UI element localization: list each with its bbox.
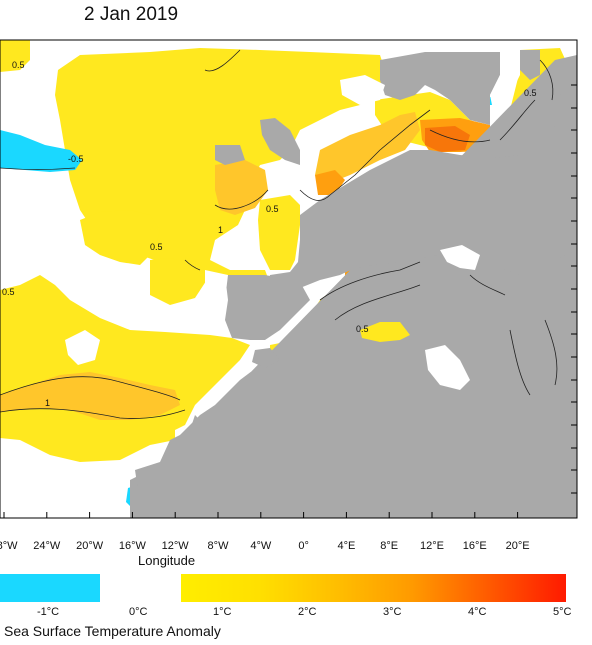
x-tick-label: 28°W: [0, 540, 18, 552]
colorbar-segment: [0, 574, 100, 602]
colorbar: [0, 574, 566, 602]
colorbar-label: -1°C: [37, 606, 60, 618]
x-tick-label: 24°W: [33, 540, 61, 552]
colorbar-label: 5°C: [553, 606, 572, 618]
colorbar-segment: [181, 574, 566, 602]
x-axis: 28°W 24°W 20°W 16°W 12°W 8°W 4°W 0° 4°E 8°E 12°E 16…: [0, 512, 530, 552]
x-tick-label: 20°W: [76, 540, 104, 552]
contour-label: 0.5: [150, 242, 163, 252]
contour-label: 1: [218, 225, 223, 235]
map-canvas: 0.5 -0.5 0.5 1 0.5 0.5 1 0.5 0.5: [0, 40, 577, 518]
colorbar-label: 0°C: [129, 606, 148, 618]
contour-label: 1: [45, 398, 50, 408]
contour-label: 0.5: [12, 60, 25, 70]
x-tick-label: 20°E: [506, 540, 530, 552]
x-tick-label: 8°W: [208, 540, 230, 552]
y-ticks-right: [571, 84, 577, 494]
x-tick-label: 0°: [298, 540, 309, 552]
x-tick-label: 16°W: [119, 540, 147, 552]
map-title: 2 Jan 2019: [84, 4, 179, 25]
colorbar-label: 2°C: [298, 606, 317, 618]
nodata-patches: [65, 50, 520, 390]
colorbar-label: 1°C: [213, 606, 232, 618]
land-mask: [130, 50, 577, 518]
x-tick-label: 8°E: [380, 540, 398, 552]
contour-label: 0.5: [356, 324, 369, 334]
map-frame: [0, 39, 578, 519]
x-tick-label: 12°W: [162, 540, 190, 552]
contour-label-group: 0.5 -0.5 0.5 1 0.5 0.5 1 0.5 0.5: [2, 60, 537, 408]
colorbar-label: 3°C: [383, 606, 402, 618]
colorbar-title: Sea Surface Temperature Anomaly: [4, 623, 221, 639]
x-tick-label: 4°E: [337, 540, 355, 552]
x-tick-label: 4°W: [250, 540, 272, 552]
contour-label: 0.5: [266, 204, 279, 214]
contour-label: -0.5: [68, 154, 84, 164]
x-axis-title: Longitude: [138, 553, 196, 568]
x-tick-label: 16°E: [463, 540, 487, 552]
contour-label: 0.5: [2, 287, 15, 297]
colorbar-label: 4°C: [468, 606, 487, 618]
x-tick-label: 12°E: [420, 540, 444, 552]
contour-lines: [0, 49, 558, 419]
anomaly-fill-2-plus: [425, 126, 470, 152]
contour-label: 0.5: [524, 88, 537, 98]
